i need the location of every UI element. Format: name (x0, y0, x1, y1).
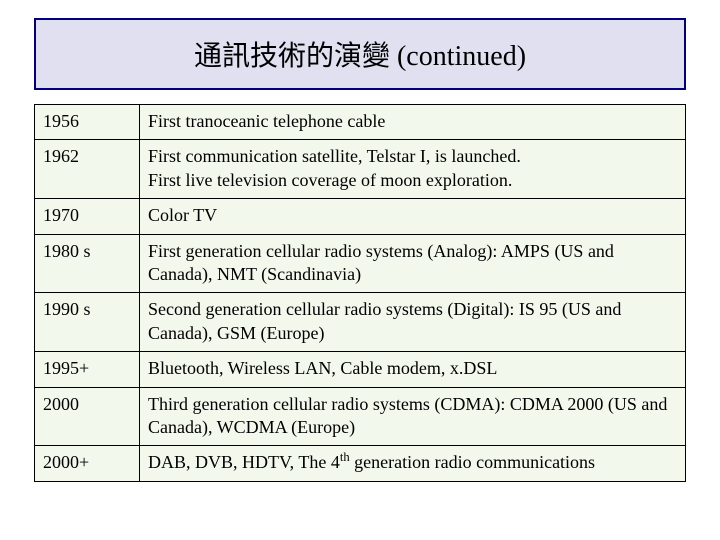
table-row: 1970 Color TV (35, 199, 686, 234)
desc-cell: First communication satellite, Telstar I… (140, 140, 686, 199)
desc-cell: Bluetooth, Wireless LAN, Cable modem, x.… (140, 352, 686, 387)
desc-cell: Second generation cellular radio systems… (140, 293, 686, 352)
year-cell: 1956 (35, 105, 140, 140)
desc-cell: DAB, DVB, HDTV, The 4th generation radio… (140, 446, 686, 481)
table-row: 1956 First tranoceanic telephone cable (35, 105, 686, 140)
table-row: 1990 s Second generation cellular radio … (35, 293, 686, 352)
table-row: 1980 s First generation cellular radio s… (35, 234, 686, 293)
year-cell: 2000 (35, 387, 140, 446)
desc-cell: First generation cellular radio systems … (140, 234, 686, 293)
year-cell: 1990 s (35, 293, 140, 352)
timeline-body: 1956 First tranoceanic telephone cable 1… (35, 105, 686, 482)
table-row: 1962 First communication satellite, Tels… (35, 140, 686, 199)
year-cell: 1980 s (35, 234, 140, 293)
page-title: 通訊技術的演變 (continued) (46, 34, 674, 74)
table-row: 2000+ DAB, DVB, HDTV, The 4th generation… (35, 446, 686, 481)
timeline-table: 1956 First tranoceanic telephone cable 1… (34, 104, 686, 482)
year-cell: 1970 (35, 199, 140, 234)
year-cell: 1995+ (35, 352, 140, 387)
title-box: 通訊技術的演變 (continued) (34, 18, 686, 90)
desc-cell: First tranoceanic telephone cable (140, 105, 686, 140)
table-row: 1995+ Bluetooth, Wireless LAN, Cable mod… (35, 352, 686, 387)
desc-cell: Color TV (140, 199, 686, 234)
year-cell: 2000+ (35, 446, 140, 481)
table-row: 2000 Third generation cellular radio sys… (35, 387, 686, 446)
year-cell: 1962 (35, 140, 140, 199)
desc-cell: Third generation cellular radio systems … (140, 387, 686, 446)
